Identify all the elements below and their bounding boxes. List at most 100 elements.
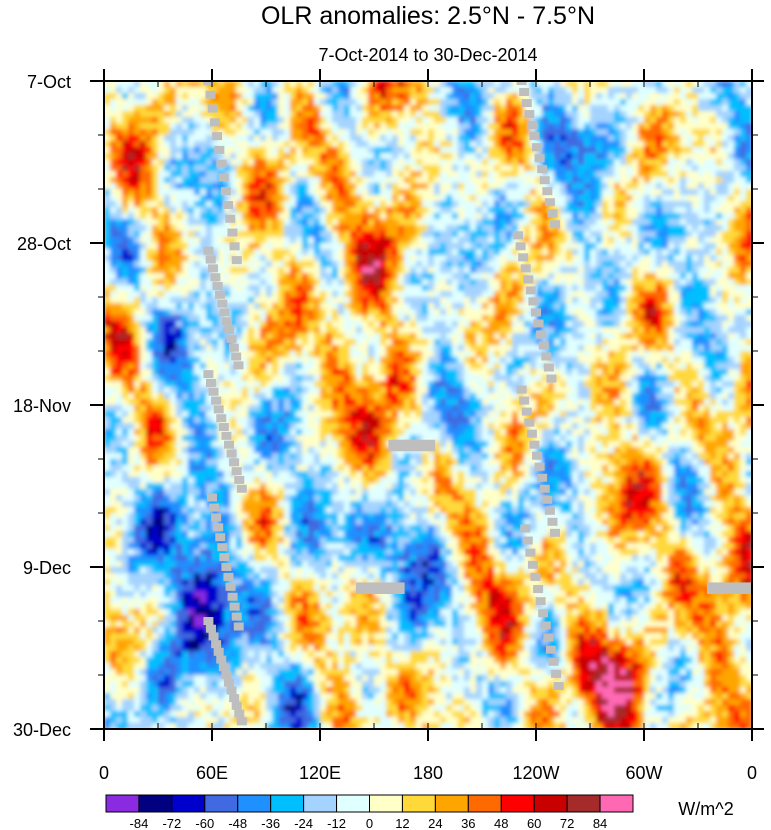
missing-data-cell: [526, 429, 537, 438]
missing-data-cell: [532, 143, 543, 152]
missing-data-cell: [523, 275, 534, 284]
missing-data-cell: [540, 621, 551, 630]
x-tick-label: 180: [413, 763, 443, 783]
missing-data-cell: [210, 273, 221, 282]
x-tick-label: 120W: [512, 763, 559, 783]
missing-data-cell: [212, 132, 223, 141]
missing-data-cell: [216, 414, 227, 423]
missing-data-cell: [550, 528, 561, 537]
missing-data-cell: [521, 99, 532, 108]
missing-data-cell: [213, 405, 224, 414]
missing-data-cell: [203, 81, 214, 85]
colorbar-level-label: -36: [261, 816, 280, 830]
missing-data-cell: [225, 214, 236, 223]
missing-data-cell: [213, 647, 224, 656]
missing-data-cell: [231, 467, 242, 476]
missing-data-cell: [217, 543, 228, 552]
missing-data-cell: [223, 200, 234, 209]
colorbar-swatch: [599, 794, 634, 813]
missing-data-cell: [207, 104, 218, 113]
colorbar-swatch: [237, 794, 272, 813]
y-tick-label: 18-Nov: [13, 396, 71, 416]
anomaly-field: [104, 81, 752, 729]
missing-data-cell: [213, 523, 224, 532]
missing-data-cell: [538, 609, 549, 618]
missing-data-cell: [529, 440, 540, 449]
missing-data-cell: [524, 110, 535, 119]
missing-data-cell: [530, 572, 541, 581]
missing-data-cell: [529, 132, 540, 141]
x-tick-label: 120E: [299, 763, 341, 783]
colorbar-level-label: 0: [366, 816, 373, 830]
colorbar-unit: W/m^2: [678, 799, 733, 819]
colorbar-level-label: -12: [327, 816, 346, 830]
missing-data-cell: [233, 622, 244, 631]
missing-data-cell: [524, 418, 535, 427]
missing-data-cell: [214, 290, 225, 299]
x-axis: 0 60E 120E 180 120W 60W 0: [99, 69, 757, 783]
missing-data-cell: [231, 352, 242, 361]
missing-data-cell: [221, 563, 232, 571]
colorbar-level-label: -72: [162, 816, 181, 830]
missing-data-cell: [522, 536, 533, 545]
missing-data-cell: [221, 671, 232, 679]
chart-subtitle: 7-Oct-2014 to 30-Dec-2014: [318, 45, 537, 65]
missing-data-cell: [539, 176, 550, 185]
missing-data-cell: [543, 633, 554, 642]
missing-data-cell: [226, 686, 237, 695]
y-tick-label: 30-Dec: [13, 720, 71, 740]
missing-data-cell: [547, 517, 558, 526]
missing-data-cell: [208, 632, 219, 641]
missing-data-cell: [543, 363, 554, 372]
missing-data-cell: [226, 449, 237, 458]
missing-data-cell: [205, 90, 216, 99]
missing-data-cell: [541, 352, 552, 361]
colorbar-swatch: [336, 794, 370, 813]
missing-data-cell: [528, 297, 539, 306]
colorbar-level-label: 84: [593, 816, 607, 830]
missing-data-cell: [531, 308, 541, 317]
missing-data-cell: [550, 220, 561, 229]
missing-data-layer: [203, 81, 752, 726]
colorbar-swatch: [303, 794, 338, 813]
missing-data-cell: [546, 374, 557, 383]
colorbar-level-label: -84: [130, 816, 149, 830]
y-tick-label: 7-Oct: [27, 72, 71, 92]
y-axis: 7-Oct 28-Oct 18-Nov 9-Dec 30-Dec: [13, 72, 764, 740]
missing-data-cell: [228, 343, 239, 352]
missing-data-cell: [533, 319, 544, 328]
colorbar-swatch: [369, 794, 403, 813]
x-tick-label: 60E: [196, 763, 228, 783]
missing-data-cell: [520, 524, 531, 533]
missing-data-cell: [234, 709, 245, 718]
colorbar-level-label: -24: [294, 816, 313, 830]
colorbar-swatch: [171, 794, 206, 813]
missing-data-cell: [223, 678, 234, 687]
colorbar-swatch: [566, 794, 601, 813]
missing-data-cell: [203, 617, 214, 625]
missing-data-cell: [526, 121, 537, 130]
missing-data-cell: [218, 663, 229, 672]
colorbar-swatch: [500, 794, 535, 813]
missing-data-cell: [553, 682, 564, 691]
missing-data-cell: [214, 145, 225, 154]
missing-data-cell: [548, 657, 559, 666]
missing-data-cell: [209, 118, 220, 127]
missing-data-cell: [537, 473, 548, 482]
missing-data-cell: [223, 440, 234, 449]
missing-data-cell: [226, 334, 237, 343]
colorbar-level-label: -60: [195, 816, 214, 830]
missing-data-cell: [535, 597, 546, 606]
colorbar-level-label: 72: [560, 816, 574, 830]
missing-data-cell: [233, 361, 244, 370]
missing-data-cell: [217, 299, 228, 308]
colorbar-level-label: -48: [228, 816, 247, 830]
missing-data-cell: [536, 330, 547, 339]
colorbar: -84 -72 -60 -48 -36 -24 -12 0 12 24 36 48 60 72 84: [105, 794, 634, 830]
missing-data-cell: [215, 533, 226, 542]
missing-data-cell: [209, 503, 220, 512]
missing-data-cell: [219, 553, 230, 562]
missing-data-cell: [229, 458, 240, 467]
missing-data-cell: [537, 165, 548, 174]
missing-data-cell: [525, 286, 536, 295]
